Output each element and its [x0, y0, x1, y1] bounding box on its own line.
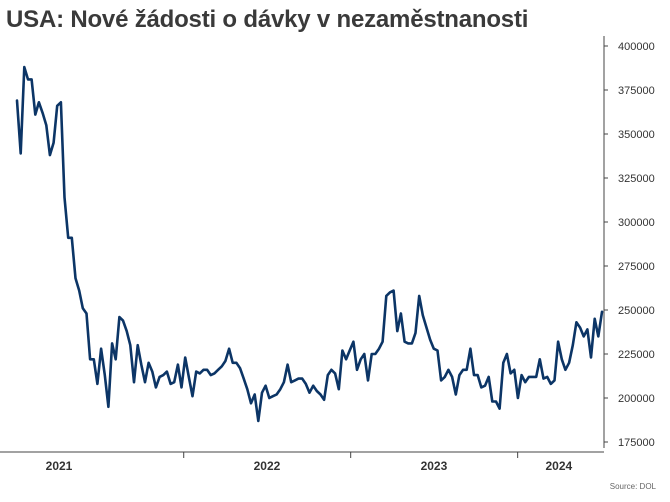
x-axis: 2021 2022 2023 2024 — [0, 451, 604, 473]
y-tick-label: 225000 — [618, 349, 655, 361]
x-tick-label: 2024 — [545, 459, 572, 473]
x-tick-label: 2023 — [421, 459, 448, 473]
y-tick-label: 200000 — [618, 393, 655, 405]
series-line — [15, 65, 604, 423]
series-layer — [15, 65, 604, 423]
y-axis: 175000 200000 225000 250000 275000 300000 3250… — [603, 36, 655, 449]
source-note: Source: DOL — [609, 482, 656, 491]
y-tick-label: 375000 — [618, 85, 655, 97]
y-tick-label: 275000 — [618, 261, 655, 273]
y-tick-label: 325000 — [618, 173, 655, 185]
y-tick-label: 350000 — [618, 129, 655, 141]
x-tick-label: 2022 — [254, 459, 281, 473]
y-tick-label: 175000 — [618, 437, 655, 449]
chart-title: USA: Nové žádosti o dávky v nezaměstnano… — [6, 6, 529, 33]
x-tick-label: 2021 — [46, 459, 73, 473]
y-tick-label: 300000 — [618, 217, 655, 229]
y-tick-label: 400000 — [618, 41, 655, 53]
y-tick-label: 250000 — [618, 305, 655, 317]
